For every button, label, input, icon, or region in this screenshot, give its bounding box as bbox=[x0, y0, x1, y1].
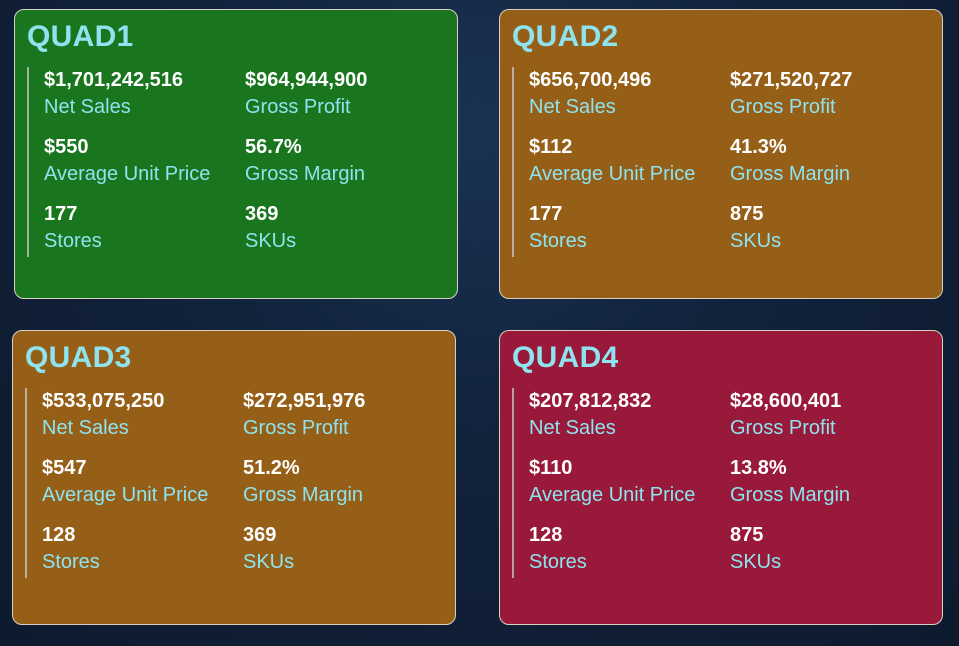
quad3-metrics: $533,075,250 Net Sales $272,951,976 Gros… bbox=[42, 388, 447, 589]
quad1-divider bbox=[27, 67, 29, 257]
quad1-gross-profit: $964,944,900 Gross Profit bbox=[245, 67, 445, 134]
gross-margin-label: Gross Margin bbox=[245, 163, 366, 185]
quad1-metrics: $1,701,242,516 Net Sales $964,944,900 Gr… bbox=[44, 67, 449, 268]
net-sales-label: Net Sales bbox=[42, 417, 129, 439]
net-sales-value: $207,812,832 bbox=[529, 390, 652, 412]
quad2-net-sales: $656,700,496 Net Sales bbox=[529, 67, 730, 134]
skus-label: SKUs bbox=[730, 551, 782, 573]
avg-unit-price-value: $112 bbox=[529, 136, 573, 158]
gross-margin-value: 51.2% bbox=[243, 457, 300, 479]
gross-margin-value: 13.8% bbox=[730, 457, 787, 479]
net-sales-label: Net Sales bbox=[44, 96, 131, 118]
stores-label: Stores bbox=[44, 230, 102, 252]
net-sales-label: Net Sales bbox=[529, 96, 616, 118]
skus-label: SKUs bbox=[245, 230, 297, 252]
gross-profit-label: Gross Profit bbox=[243, 417, 349, 439]
stores-value: 128 bbox=[529, 524, 563, 546]
quad4-title: QUAD4 bbox=[512, 341, 619, 374]
quad4-skus: 875 SKUs bbox=[730, 522, 930, 589]
avg-unit-price-value: $547 bbox=[42, 457, 87, 479]
skus-value: 875 bbox=[730, 203, 764, 225]
quad4-gross-profit: $28,600,401 Gross Profit bbox=[730, 388, 930, 455]
gross-margin-label: Gross Margin bbox=[730, 484, 851, 506]
gross-margin-value: 41.3% bbox=[730, 136, 787, 158]
gross-profit-label: Gross Profit bbox=[245, 96, 351, 118]
quad1-skus: 369 SKUs bbox=[245, 201, 445, 268]
quad1-card[interactable]: QUAD1 $1,701,242,516 Net Sales $964,944,… bbox=[14, 9, 458, 299]
net-sales-value: $533,075,250 bbox=[42, 390, 165, 412]
stores-value: 177 bbox=[44, 203, 78, 225]
gross-profit-value: $272,951,976 bbox=[243, 390, 366, 412]
quad4-metrics: $207,812,832 Net Sales $28,600,401 Gross… bbox=[529, 388, 934, 589]
quad4-divider bbox=[512, 388, 514, 578]
gross-margin-label: Gross Margin bbox=[730, 163, 851, 185]
quad3-divider bbox=[25, 388, 27, 578]
quad3-gross-margin: 51.2% Gross Margin bbox=[243, 455, 443, 522]
quad1-title: QUAD1 bbox=[27, 20, 134, 53]
quad2-skus: 875 SKUs bbox=[730, 201, 930, 268]
quad2-title: QUAD2 bbox=[512, 20, 619, 53]
gross-margin-label: Gross Margin bbox=[243, 484, 364, 506]
quad2-gross-profit: $271,520,727 Gross Profit bbox=[730, 67, 930, 134]
skus-value: 875 bbox=[730, 524, 764, 546]
skus-value: 369 bbox=[245, 203, 279, 225]
quad2-avg-unit-price: $112 Average Unit Price bbox=[529, 134, 730, 201]
stores-value: 128 bbox=[42, 524, 76, 546]
quad3-avg-unit-price: $547 Average Unit Price bbox=[42, 455, 243, 522]
avg-unit-price-value: $110 bbox=[529, 457, 573, 479]
stores-label: Stores bbox=[529, 230, 587, 252]
net-sales-label: Net Sales bbox=[529, 417, 616, 439]
quad2-divider bbox=[512, 67, 514, 257]
quad4-card[interactable]: QUAD4 $207,812,832 Net Sales $28,600,401… bbox=[499, 330, 943, 625]
quad2-metrics: $656,700,496 Net Sales $271,520,727 Gros… bbox=[529, 67, 934, 268]
avg-unit-price-label: Average Unit Price bbox=[42, 484, 209, 506]
quad3-stores: 128 Stores bbox=[42, 522, 243, 589]
quad3-card[interactable]: QUAD3 $533,075,250 Net Sales $272,951,97… bbox=[12, 330, 456, 625]
quad3-skus: 369 SKUs bbox=[243, 522, 443, 589]
gross-profit-value: $964,944,900 bbox=[245, 69, 368, 91]
quad3-net-sales: $533,075,250 Net Sales bbox=[42, 388, 243, 455]
quad1-net-sales: $1,701,242,516 Net Sales bbox=[44, 67, 245, 134]
skus-label: SKUs bbox=[243, 551, 295, 573]
quad2-card[interactable]: QUAD2 $656,700,496 Net Sales $271,520,72… bbox=[499, 9, 943, 299]
quad4-net-sales: $207,812,832 Net Sales bbox=[529, 388, 730, 455]
gross-profit-value: $271,520,727 bbox=[730, 69, 853, 91]
skus-value: 369 bbox=[243, 524, 277, 546]
avg-unit-price-label: Average Unit Price bbox=[44, 163, 211, 185]
net-sales-value: $1,701,242,516 bbox=[44, 69, 184, 91]
gross-profit-label: Gross Profit bbox=[730, 96, 836, 118]
avg-unit-price-label: Average Unit Price bbox=[529, 484, 696, 506]
avg-unit-price-label: Average Unit Price bbox=[529, 163, 696, 185]
skus-label: SKUs bbox=[730, 230, 782, 252]
quad1-stores: 177 Stores bbox=[44, 201, 245, 268]
quad1-gross-margin: 56.7% Gross Margin bbox=[245, 134, 445, 201]
gross-profit-value: $28,600,401 bbox=[730, 390, 842, 412]
net-sales-value: $656,700,496 bbox=[529, 69, 652, 91]
stores-value: 177 bbox=[529, 203, 563, 225]
stores-label: Stores bbox=[529, 551, 587, 573]
quad2-gross-margin: 41.3% Gross Margin bbox=[730, 134, 930, 201]
quad2-stores: 177 Stores bbox=[529, 201, 730, 268]
quad4-gross-margin: 13.8% Gross Margin bbox=[730, 455, 930, 522]
gross-profit-label: Gross Profit bbox=[730, 417, 836, 439]
quad3-gross-profit: $272,951,976 Gross Profit bbox=[243, 388, 443, 455]
avg-unit-price-value: $550 bbox=[44, 136, 89, 158]
quad4-stores: 128 Stores bbox=[529, 522, 730, 589]
stores-label: Stores bbox=[42, 551, 100, 573]
gross-margin-value: 56.7% bbox=[245, 136, 302, 158]
quad4-avg-unit-price: $110 Average Unit Price bbox=[529, 455, 730, 522]
quad1-avg-unit-price: $550 Average Unit Price bbox=[44, 134, 245, 201]
quad3-title: QUAD3 bbox=[25, 341, 132, 374]
